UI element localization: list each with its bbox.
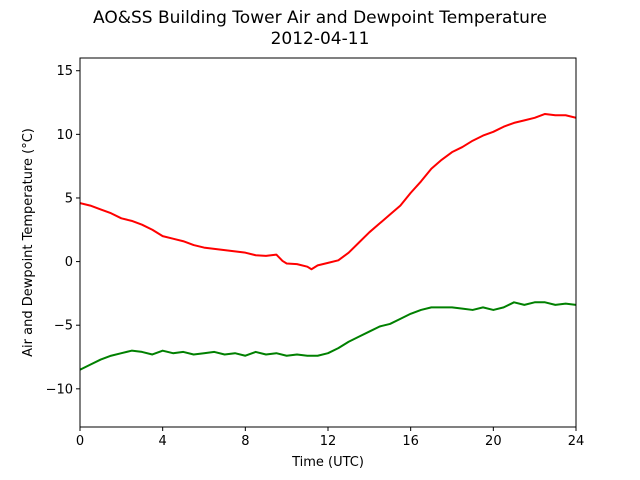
series-layer <box>80 112 576 371</box>
x-tick-label: 24 <box>568 434 585 449</box>
x-tick-label: 12 <box>320 434 337 449</box>
chart-subtitle: 2012-04-11 <box>270 29 370 49</box>
y-tick-label: −10 <box>46 382 73 397</box>
y-tick-label: 5 <box>65 191 73 206</box>
y-tick-label: 0 <box>65 255 73 270</box>
series-line-1 <box>80 112 576 271</box>
x-tick-label: 4 <box>159 434 167 449</box>
series-line-2 <box>80 301 576 371</box>
y-tick-label: 10 <box>56 128 73 143</box>
chart-title: AO&SS Building Tower Air and Dewpoint Te… <box>92 8 547 28</box>
y-tick-label: −5 <box>54 319 73 334</box>
y-axis-label: Air and Dewpoint Temperature (°C) <box>21 128 36 357</box>
plot-frame <box>79 57 577 428</box>
y-tick-label: 15 <box>56 64 73 79</box>
x-tick-label: 20 <box>485 434 502 449</box>
x-tick-label: 8 <box>241 434 249 449</box>
x-axis-label: Time (UTC) <box>291 455 364 470</box>
axes-layer: 0 4 8 12 16 20 24 −10 −5 0 5 10 15 <box>46 57 585 449</box>
x-tick-label: 16 <box>402 434 419 449</box>
x-tick-label: 0 <box>76 434 84 449</box>
